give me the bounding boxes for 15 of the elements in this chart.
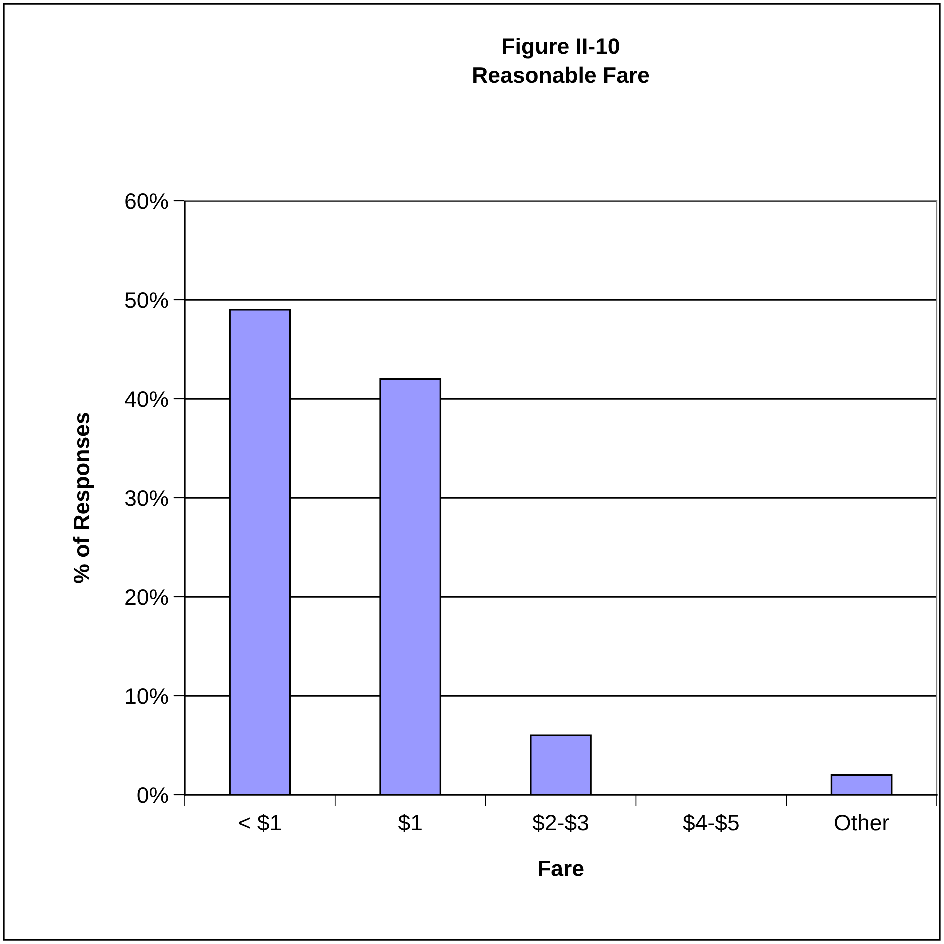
y-tick-label: 60% bbox=[126, 194, 168, 210]
y-axis-title: % of Responses bbox=[73, 413, 94, 584]
y-tick-label: 50% bbox=[125, 292, 168, 308]
y-tick-label: 40% bbox=[125, 392, 168, 408]
y-tick-label: 20% bbox=[126, 590, 168, 606]
x-tick-label: $2-$3 bbox=[532, 814, 588, 832]
y-tick-label: 0% bbox=[138, 788, 168, 804]
y-tick-label: 10% bbox=[126, 688, 168, 704]
x-tick-label: Other bbox=[835, 814, 890, 831]
chart-title: Figure II-10 Reasonable Fare bbox=[474, 38, 650, 84]
x-axis-title: Fare bbox=[539, 860, 584, 876]
y-tick-label: 30% bbox=[125, 490, 168, 506]
x-tick-label: < $1 bbox=[239, 814, 282, 832]
x-tick-label: $1 bbox=[398, 814, 422, 832]
x-tick-label: $4-$5 bbox=[683, 814, 739, 832]
